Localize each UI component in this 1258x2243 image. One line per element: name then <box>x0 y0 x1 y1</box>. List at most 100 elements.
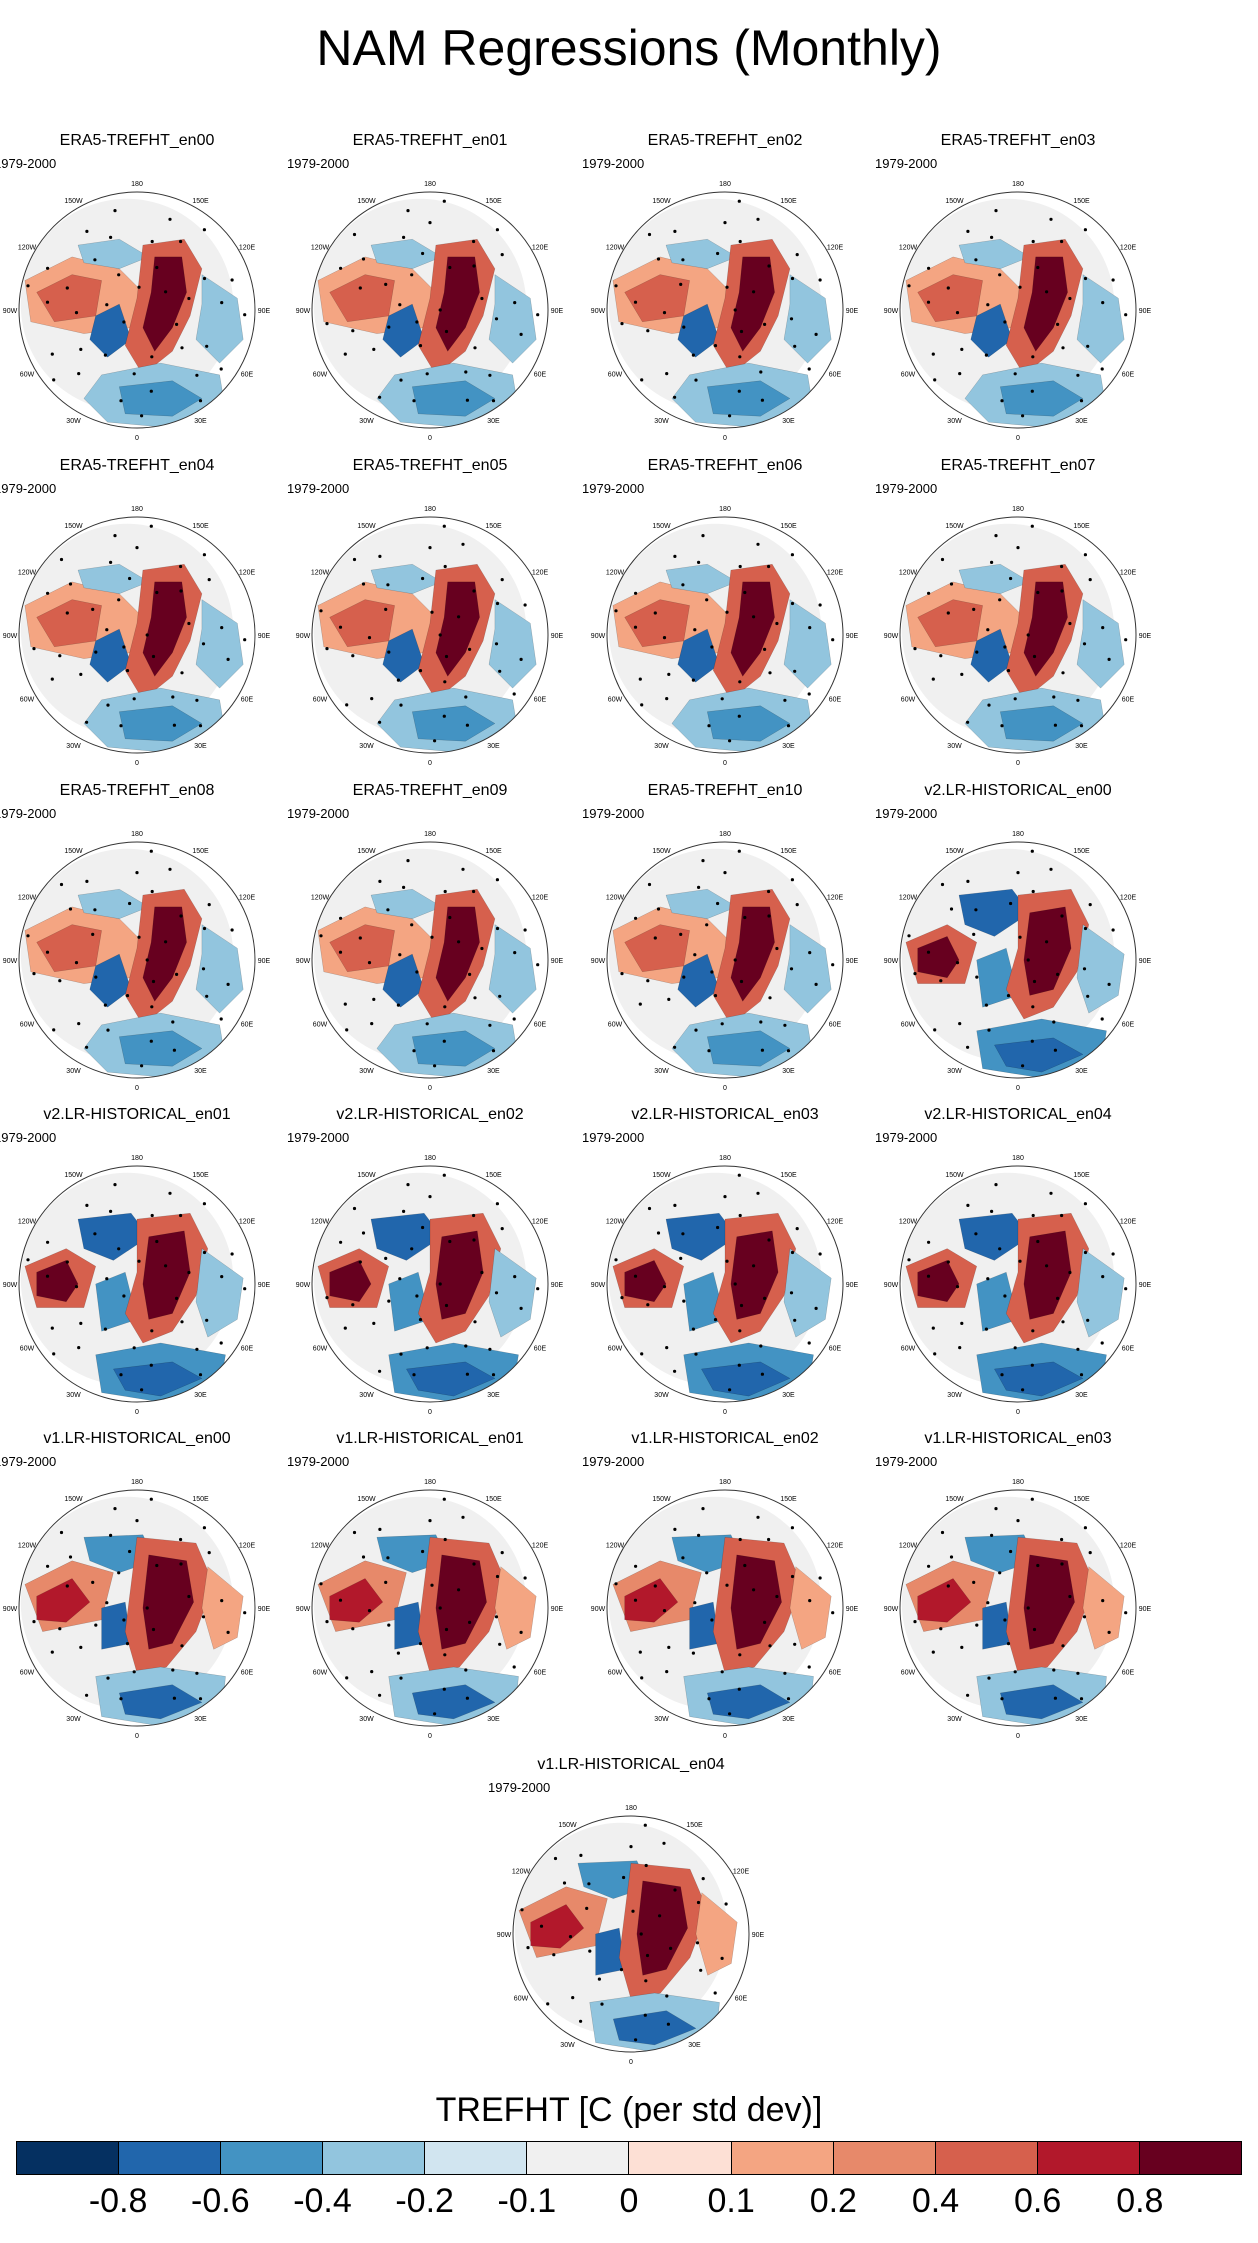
colorbar-swatch <box>935 2142 1038 2174</box>
longitude-label: 120W <box>18 245 37 252</box>
longitude-label: 30W <box>947 1068 962 1075</box>
longitude-label: 30W <box>654 1716 669 1723</box>
longitude-label: 150E <box>780 848 797 855</box>
longitude-label: 0 <box>135 1409 139 1416</box>
regression-contour <box>665 888 738 919</box>
significance-stippling <box>26 1183 247 1392</box>
regression-contour <box>411 1030 496 1067</box>
regression-contour <box>329 1260 372 1302</box>
polar-map: 180 150E 120E 90E 60E 30E 0 30W 60W 90W 120W 150W <box>591 1155 859 1416</box>
regression-contour <box>370 1212 443 1261</box>
map-boundary <box>606 1489 844 1727</box>
regression-contour <box>917 599 983 648</box>
longitude-label: 60E <box>829 372 842 379</box>
longitude-label: 150W <box>64 1172 83 1179</box>
longitude-label: 30W <box>66 1392 81 1399</box>
panel-period: 1979-2000 <box>875 806 938 821</box>
longitude-label: 0 <box>1016 1409 1020 1416</box>
significance-stippling <box>520 1823 728 2042</box>
map-boundary <box>18 841 256 1079</box>
regression-contour <box>706 1684 791 1720</box>
longitude-label: 150E <box>192 523 209 530</box>
longitude-label: 30E <box>782 1716 795 1723</box>
longitude-label: 30E <box>194 743 207 750</box>
polar-map: 180 150E 120E 90E 60E 30E 0 30W 60W 90W 120W 150W <box>296 506 564 767</box>
regression-contour <box>706 1030 791 1067</box>
longitude-label: 60E <box>829 1022 842 1029</box>
regression-contour <box>612 2010 697 2046</box>
longitude-label: 30W <box>359 743 374 750</box>
regression-contour <box>730 256 775 352</box>
regression-contour <box>77 563 150 594</box>
longitude-label: 90W <box>884 1606 899 1613</box>
colorbar-tick-label: -0.1 <box>497 2182 557 2220</box>
map-panel: v1.LR-HISTORICAL_en03 1979-2000 180 150E 120… <box>875 1430 1153 1740</box>
longitude-label: 120W <box>311 1219 330 1226</box>
longitude-label: 120W <box>899 570 918 577</box>
longitude-label: 120E <box>827 1543 844 1550</box>
longitude-label: 180 <box>131 506 143 513</box>
regression-contour <box>958 238 1031 269</box>
longitude-label: 30E <box>487 1716 500 1723</box>
regression-contour <box>36 1260 79 1302</box>
colorbar <box>16 2141 1242 2175</box>
polar-map: 180 150E 120E 90E 60E 30E 0 30W 60W 90W 120W 150W <box>884 1155 1152 1416</box>
longitude-label: 30E <box>782 418 795 425</box>
regression-contour <box>624 274 690 323</box>
longitude-label: 0 <box>428 1409 432 1416</box>
longitude-label: 60E <box>1122 1670 1135 1677</box>
regression-contour <box>142 1554 194 1650</box>
panel-period: 1979-2000 <box>582 1130 645 1145</box>
longitude-label: 150W <box>945 1172 964 1179</box>
longitude-label: 150W <box>64 1496 83 1503</box>
regression-contour <box>36 274 102 323</box>
longitude-label: 120W <box>512 1869 531 1876</box>
longitude-label: 30E <box>782 1392 795 1399</box>
longitude-label: 90E <box>551 1282 564 1289</box>
significance-stippling <box>319 859 540 1068</box>
longitude-label: 60W <box>608 1670 623 1677</box>
colorbar-swatch <box>1139 2142 1241 2174</box>
longitude-label: 90W <box>884 958 899 965</box>
longitude-label: 60E <box>241 697 254 704</box>
significance-stippling <box>913 1497 1128 1701</box>
regression-contour <box>89 628 132 683</box>
colorbar-tick-label: 0.6 <box>1014 2182 1062 2220</box>
map-panel: v2.LR-HISTORICAL_en03 1979-2000 180 150E 120… <box>582 1106 860 1416</box>
longitude-label: 30W <box>359 418 374 425</box>
longitude-label: 30E <box>1075 1068 1088 1075</box>
longitude-label: 60E <box>1122 1022 1135 1029</box>
longitude-label: 120E <box>1120 895 1137 902</box>
regression-contour <box>142 906 187 1002</box>
regression-contour <box>1076 274 1125 364</box>
map-panel: ERA5-TREFHT_en03 1979-2000 180 150E 120E 90E 6… <box>875 132 1153 442</box>
longitude-label: 90E <box>752 1932 765 1939</box>
longitude-label: 150E <box>485 848 502 855</box>
panel-title: ERA5-TREFHT_en00 <box>59 132 215 149</box>
longitude-label: 90W <box>296 1606 311 1613</box>
longitude-label: 0 <box>428 435 432 442</box>
regression-contour <box>917 1260 960 1302</box>
regression-contour <box>113 1361 203 1397</box>
regression-contour <box>142 581 187 677</box>
regression-contour <box>636 1880 688 1976</box>
longitude-label: 60E <box>1122 1346 1135 1353</box>
regression-contour <box>382 303 425 358</box>
regression-contour <box>118 705 203 742</box>
longitude-label: 60W <box>901 1670 916 1677</box>
regression-contour <box>488 599 537 689</box>
regression-contour <box>142 1230 191 1320</box>
polar-map: 180 150E 120E 90E 60E 30E 0 30W 60W 90W 120W 150W <box>296 831 564 1092</box>
longitude-label: 120E <box>532 245 549 252</box>
map-panel: ERA5-TREFHT_en01 1979-2000 180 150E 120E 90E 6… <box>287 132 565 442</box>
panel-title: ERA5-TREFHT_en07 <box>940 457 1096 474</box>
longitude-label: 60W <box>514 1996 529 2003</box>
longitude-label: 120E <box>827 570 844 577</box>
longitude-label: 90E <box>551 633 564 640</box>
panel-title: ERA5-TREFHT_en01 <box>352 132 508 149</box>
regression-contour <box>917 274 983 323</box>
regression-contour <box>118 380 203 417</box>
longitude-label: 60E <box>1122 372 1135 379</box>
longitude-label: 150W <box>357 523 376 530</box>
map-panel: v1.LR-HISTORICAL_en00 1979-2000 180 150E 120… <box>0 1430 272 1740</box>
